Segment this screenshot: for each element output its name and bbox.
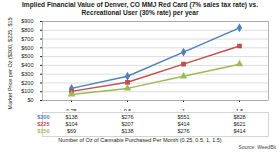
svg-text:$300: $300 (37, 114, 49, 120)
svg-text:$300: $300 (21, 71, 33, 77)
svg-text:Market Price per Oz ($300, $22: Market Price per Oz ($300, $225, $150) (7, 17, 13, 109)
svg-text:0.25: 0.25 (66, 108, 77, 111)
svg-text:$400: $400 (21, 62, 33, 68)
html-text:Source: WeedBit: Source: WeedBit (238, 144, 276, 150)
svg-text:$500: $500 (21, 53, 33, 59)
svg-text:$828: $828 (233, 114, 245, 120)
svg-text:$414: $414 (177, 121, 189, 127)
svg-text:1: 1 (182, 108, 185, 111)
svg-text:$414: $414 (233, 128, 245, 134)
svg-text:0.5: 0.5 (124, 108, 132, 111)
svg-text:$276: $276 (177, 128, 189, 134)
svg-text:$700: $700 (21, 36, 33, 42)
svg-text:$138: $138 (121, 128, 133, 134)
svg-text:$900: $900 (21, 18, 33, 24)
svg-text:$200: $200 (21, 80, 33, 86)
html-text:Number of Oz of Cannabis Purch: Number of Oz of Cannabis Purchased Per M… (58, 137, 222, 143)
html-text:Implied Financial Value of Den: Implied Financial Value of Denver, CO MM… (22, 1, 258, 16)
svg-text:$276: $276 (121, 114, 133, 120)
svg-text:$150: $150 (37, 128, 49, 134)
svg-text:$225: $225 (37, 121, 49, 127)
svg-text:$100: $100 (21, 88, 33, 94)
svg-text:$207: $207 (121, 121, 133, 127)
svg-text:$600: $600 (21, 45, 33, 51)
svg-text:1.5: 1.5 (236, 108, 244, 111)
svg-text:$0: $0 (27, 97, 33, 103)
svg-text:$69: $69 (67, 128, 76, 134)
svg-text:$800: $800 (21, 27, 33, 33)
svg-text:$551: $551 (177, 114, 189, 120)
svg-text:$138: $138 (65, 114, 77, 120)
svg-text:$104: $104 (65, 121, 77, 127)
svg-text:$621: $621 (233, 121, 245, 127)
